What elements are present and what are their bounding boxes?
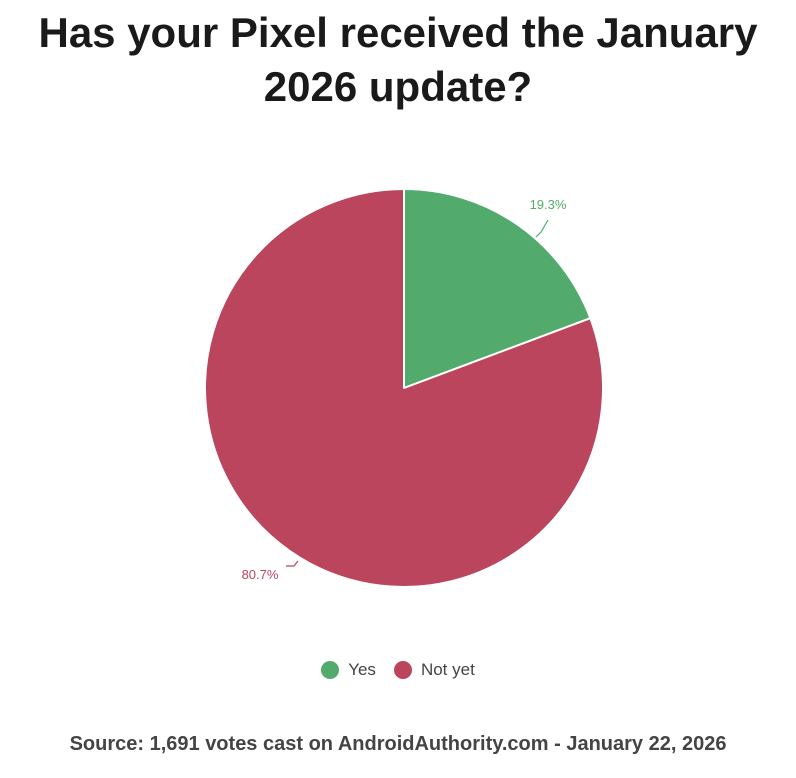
source-note: Source: 1,691 votes cast on AndroidAutho… <box>69 733 727 755</box>
legend: Yes Not yet <box>0 660 796 680</box>
data-label-yes: 19.3% <box>530 197 567 212</box>
pie-slice-yes[interactable] <box>403 188 592 389</box>
legend-swatch-not-yet <box>393 661 412 679</box>
legend-label-yes: Yes <box>348 660 376 679</box>
chart-title: Has your Pixel received the January 2026… <box>38 9 758 110</box>
legend-label-not-yet: Not yet <box>420 660 475 679</box>
label-connector-not-yet <box>286 560 299 567</box>
data-label-not-yet: 80.7% <box>242 567 279 582</box>
label-connector-yes <box>535 219 549 238</box>
pie-slice-not-yet[interactable] <box>204 188 604 588</box>
legend-swatch-yes <box>321 661 340 679</box>
legend-item-not-yet[interactable]: Not yet <box>393 660 475 680</box>
legend-item-yes[interactable]: Yes <box>321 660 376 680</box>
